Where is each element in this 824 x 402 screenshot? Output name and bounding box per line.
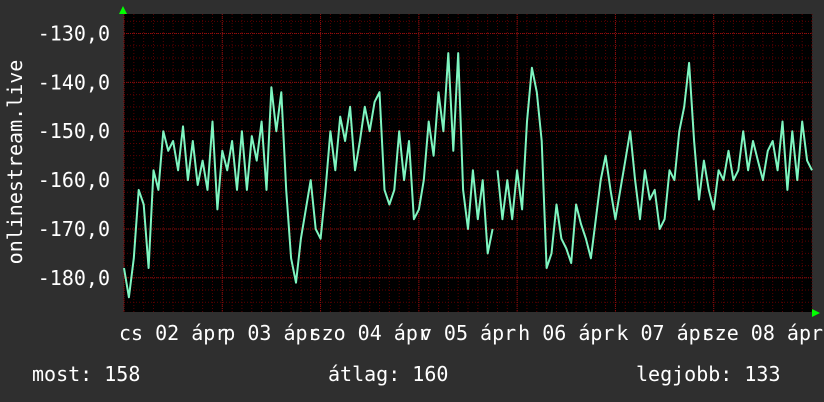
- series-lines: [123, 52, 813, 299]
- x-tick-label: p 03 ápr: [223, 321, 319, 345]
- x-tick-label: cs 02 ápr: [119, 321, 227, 345]
- series-line: [496, 61, 813, 269]
- x-axis-arrow-icon: [812, 309, 820, 317]
- y-tick-label: -140,0: [38, 70, 110, 94]
- x-tick-label: v 05 ápr: [420, 321, 516, 345]
- series-line: [123, 52, 494, 299]
- footer-best: legjobb: 133: [636, 362, 781, 386]
- y-ticks: -130,0 -140,0 -150,0 -160,0 -170,0 -180,0: [38, 22, 110, 290]
- footer-average: átlag: 160: [328, 362, 449, 386]
- y-tick-label: -180,0: [38, 266, 110, 290]
- x-tick-label: h 06 ápr: [518, 321, 614, 345]
- y-axis-label: onlinestream.live: [3, 59, 27, 265]
- y-axis-label-wrap: onlinestream.live: [0, 0, 30, 324]
- y-tick-label: -150,0: [38, 119, 110, 143]
- footer-now: most: 158: [32, 362, 141, 386]
- x-tick-label: sze 08 ápr: [703, 321, 823, 345]
- y-axis-arrow-icon: [119, 6, 127, 14]
- x-tick-label: k 07 ápr: [616, 321, 712, 345]
- x-tick-label: szo 04 ápr: [310, 321, 430, 345]
- chart: -130,0 -140,0 -150,0 -160,0 -170,0 -180,0 cs …: [38, 6, 823, 345]
- plot-area: [124, 14, 812, 312]
- y-tick-label: -160,0: [38, 168, 110, 192]
- y-tick-label: -170,0: [38, 217, 110, 241]
- grid: [123, 14, 813, 312]
- y-tick-label: -130,0: [38, 22, 110, 46]
